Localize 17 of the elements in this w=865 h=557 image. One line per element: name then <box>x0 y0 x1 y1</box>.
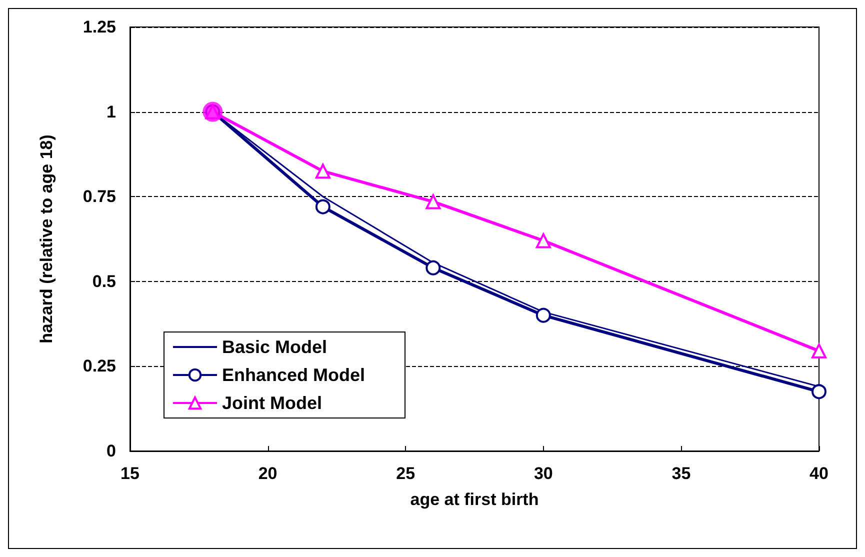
legend-label: Basic Model <box>222 337 328 357</box>
y-tick-label: 0.5 <box>92 272 116 291</box>
x-tick-label: 15 <box>120 464 140 483</box>
x-tick-label: 40 <box>810 464 828 483</box>
y-tick-label: 0.25 <box>82 356 116 376</box>
x-tick-label: 20 <box>258 464 278 483</box>
y-tick-label: 1 <box>106 102 116 122</box>
x-tick-label: 30 <box>534 464 553 483</box>
y-axis-title: hazard (relative to age 18) <box>37 134 56 344</box>
x-axis-title: age at first birth <box>410 490 539 509</box>
y-tick-label: 1.25 <box>82 18 116 36</box>
y-tick-label: 0.75 <box>82 187 116 206</box>
legend-label: Joint Model <box>222 393 322 413</box>
legend-label: Enhanced Model <box>222 365 366 385</box>
x-tick-label: 35 <box>672 464 691 483</box>
y-tick-label: 0 <box>106 442 116 460</box>
x-tick-label: 25 <box>396 464 416 483</box>
